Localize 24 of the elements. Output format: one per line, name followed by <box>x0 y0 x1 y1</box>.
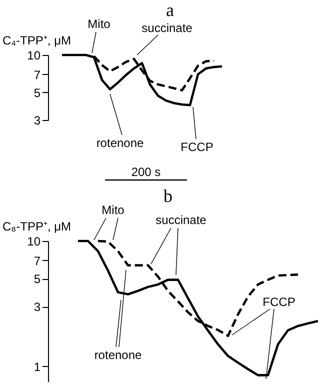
chart-title: b <box>164 186 172 206</box>
annotation: rotenone <box>94 348 142 362</box>
line-series <box>76 240 320 376</box>
chart-title: a <box>166 0 174 20</box>
text: 200 s <box>131 165 161 179</box>
text: FCCP <box>180 140 214 154</box>
y-axis-title: C₄-TPP⁺, μM <box>2 34 71 48</box>
text: succinate <box>142 21 193 35</box>
y-tick-label: 7 <box>34 68 41 82</box>
y-tick-label: 1 <box>34 360 41 374</box>
annotation: FCCP <box>262 295 296 309</box>
line-series <box>60 54 224 106</box>
y-tick-label: 5 <box>34 86 41 100</box>
y-tick-label: 3 <box>34 114 41 128</box>
text: Mito <box>88 17 111 31</box>
y-axis-title: C₈-TPP⁺, μM <box>2 220 72 234</box>
text: succinate <box>156 213 207 227</box>
y-tick-label: 10 <box>27 234 41 248</box>
text: rotenone <box>96 136 144 150</box>
y-tick-label: 5 <box>34 272 41 286</box>
y-tick-label: 10 <box>27 48 41 62</box>
y-tick-label: 3 <box>34 300 41 314</box>
text: Mito <box>102 203 125 217</box>
y-tick-label: 7 <box>34 254 41 268</box>
